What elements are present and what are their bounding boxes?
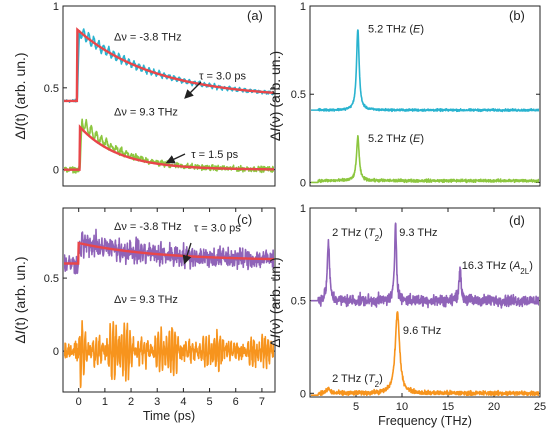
xtick-label: 15	[442, 401, 454, 413]
annotation: 5.2 THz (E)	[368, 23, 424, 35]
series-purple-trace	[311, 222, 539, 309]
xtick-label: 6	[233, 396, 239, 408]
annotation-arrow	[182, 242, 192, 265]
panel-letter: (a)	[247, 8, 263, 23]
fit-curve	[64, 241, 274, 265]
ytick-label: 0	[53, 346, 59, 358]
xtick-label: 7	[259, 396, 265, 408]
ytick-label: 0	[300, 388, 306, 400]
series-orange-trace	[311, 311, 539, 396]
annotation: 9.6 THz	[403, 325, 441, 337]
panel-a: 0 0.5 1 ΔI(t) (arb. un.) Δν = -3.8 THz τ = 3.…	[12, 1, 276, 187]
y-axis-label: ΔI(t) (arb. un.)	[12, 52, 28, 139]
panel-letter: (b)	[509, 8, 525, 23]
annotation: 9.3 THz	[399, 227, 437, 239]
annotation: 16.3 THz (A2L)	[462, 260, 533, 276]
series-purple-trace	[64, 228, 274, 275]
annotation: 2 THz (T2)	[332, 227, 383, 243]
annotation: Δν = -3.8 THz	[114, 221, 182, 233]
panel-letter: (d)	[509, 213, 525, 228]
fit-curve	[64, 27, 274, 103]
panel-a-frame	[62, 5, 276, 187]
annotation: τ = 3.0 ps	[194, 222, 241, 234]
series-orange-trace	[64, 319, 274, 389]
xtick-label: 0	[76, 396, 82, 408]
xtick-label: 2	[128, 396, 134, 408]
y-axis-label: ΔI(ν) (arb. un.)	[267, 51, 283, 141]
panel-c-frame	[62, 207, 276, 393]
xtick-label: 25	[534, 401, 546, 413]
ytick-label: 0.5	[44, 273, 59, 285]
annotation: τ = 1.5 ps	[191, 149, 238, 161]
xtick-label: 5	[207, 396, 213, 408]
annotation: τ = 3.0 ps	[199, 71, 246, 83]
annotation: 2 THz (T2)	[332, 373, 383, 389]
ytick-label: 1	[300, 203, 306, 215]
ytick-label: 1	[53, 1, 59, 13]
series-blue-trace	[311, 29, 539, 113]
annotation-arrow	[165, 153, 186, 164]
panel-b-frame	[309, 5, 541, 187]
panel-b: 0 0.5 1 ΔI(ν) (arb. un.) 5.2 THz (E) 5.2 THz …	[267, 1, 541, 189]
y-axis-label: ΔI(t) (arb. un.)	[12, 256, 28, 343]
ytick-label: 0.5	[291, 89, 306, 101]
fit-curve	[64, 124, 274, 171]
ytick-label: 0.5	[44, 83, 59, 95]
xtick-label: 3	[154, 396, 160, 408]
ytick-label: 0	[53, 165, 59, 177]
x-axis-label: Frequency (THz)	[378, 414, 472, 428]
y-axis-label: ΔI(ν) (arb. un.)	[267, 257, 283, 347]
xtick-label: 20	[488, 401, 500, 413]
panel-d-frame	[309, 207, 541, 398]
ytick-label: 0	[300, 177, 306, 189]
ytick-label: 1	[300, 1, 306, 13]
xtick-label: 4	[180, 396, 186, 408]
annotation: 5.2 THz (E)	[368, 133, 424, 145]
xtick-label: 1	[102, 396, 108, 408]
annotation-arrow	[184, 81, 202, 99]
annotation: Δν = 9.3 THz	[114, 294, 178, 306]
xtick-label: 5	[353, 401, 359, 413]
panel-c: 0 0.5 0 1 2 3 4 5 6 7 Time (ps) ΔI(t) (arb. un.) Δν …	[12, 207, 276, 423]
annotation: Δν = -3.8 THz	[114, 31, 182, 43]
panel-letter: (c)	[237, 212, 252, 227]
annotation: Δν = 9.3 THz	[114, 107, 178, 119]
series-blue-trace	[64, 28, 274, 103]
x-axis-label: Time (ps)	[143, 409, 195, 423]
ytick-label: 0.5	[291, 296, 306, 308]
xtick-label: 10	[396, 401, 408, 413]
series-green-trace	[311, 135, 539, 184]
